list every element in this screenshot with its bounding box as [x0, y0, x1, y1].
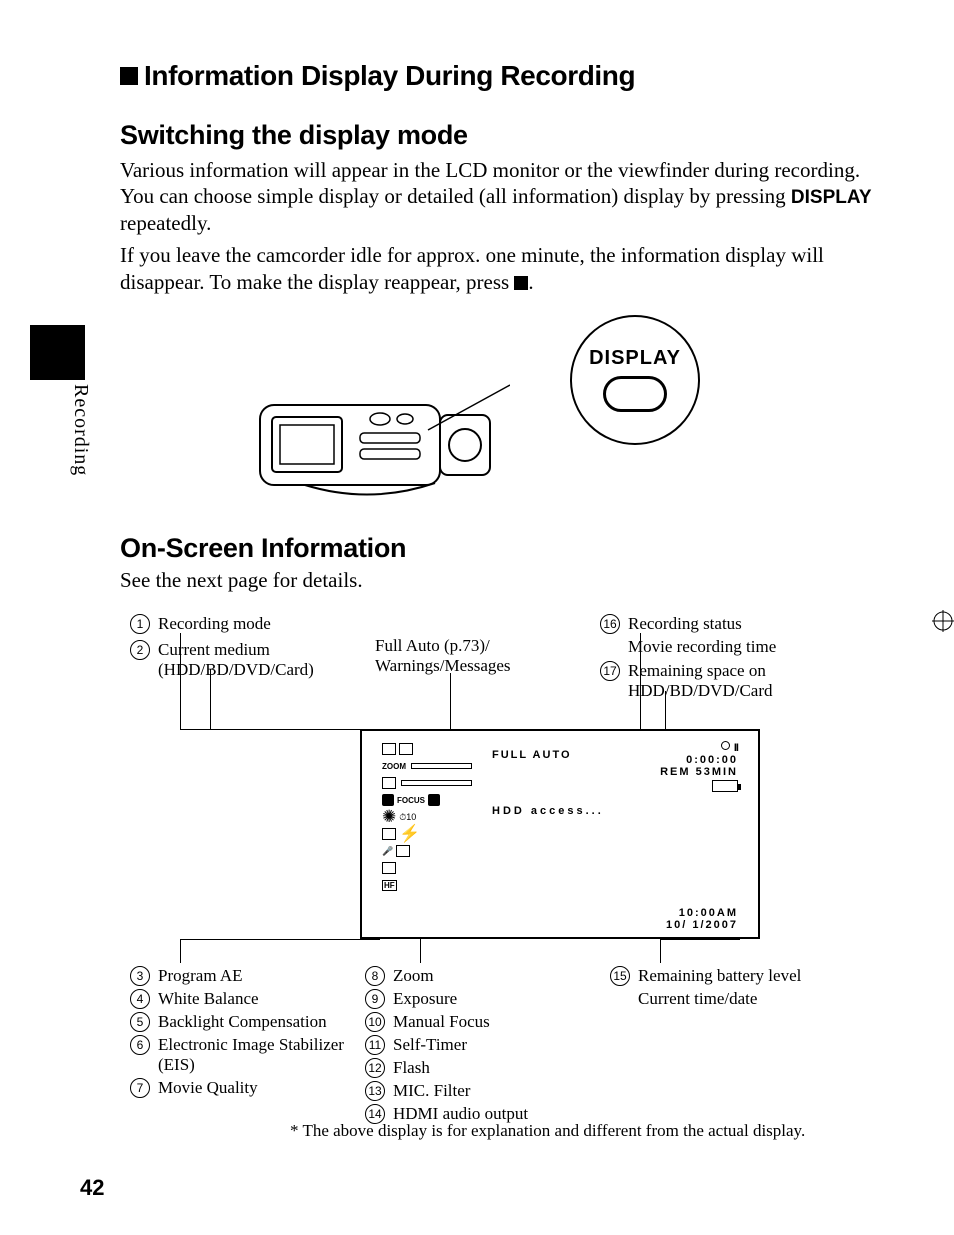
heading-main: Information Display During Recording	[120, 60, 880, 92]
callout-17-text: Remaining space on HDD/BD/DVD/Card	[628, 661, 850, 701]
callout-8-icon: 8	[365, 966, 385, 986]
camcorder-diagram: DISPLAY	[120, 315, 880, 515]
legend-bottom-left: 3 Program AE 4 White Balance 5 Backlight Co…	[130, 963, 350, 1101]
legend-top-right: 16Recording status Movie recording time …	[600, 611, 850, 704]
callout-13-text: MIC. Filter	[393, 1081, 470, 1101]
lcd-clock: 10:00AM	[666, 907, 738, 919]
callout-13-icon: 13	[365, 1081, 385, 1101]
lcd-date: 10/ 1/2007	[666, 919, 738, 931]
page-number: 42	[80, 1175, 104, 1201]
lcd-icon-stack: ZOOM FOCUS ✺⏱10 ⚡ 🎤 HF	[382, 741, 472, 894]
leader-line	[660, 939, 661, 963]
lcd-full-auto: FULL AUTO	[492, 749, 604, 761]
callout-12-text: Flash	[393, 1058, 430, 1078]
callout-3-text: Program AE	[158, 966, 243, 986]
paragraph-1: Various information will appear in the L…	[120, 157, 880, 236]
camcorder-icon	[250, 375, 510, 505]
callout-4-icon: 4	[130, 989, 150, 1009]
callout-6-icon: 6	[130, 1035, 150, 1055]
callout-2-icon: 2	[130, 640, 150, 660]
callout-17-icon: 17	[600, 661, 620, 681]
osd-note: See the next page for details.	[120, 568, 880, 593]
callout-11-text: Self-Timer	[393, 1035, 467, 1055]
callout-6-text: Electronic Image Stabilizer (EIS)	[158, 1035, 350, 1075]
callout-9-text: Exposure	[393, 989, 457, 1009]
leader-line	[450, 673, 451, 729]
callout-7-text: Movie Quality	[158, 1078, 258, 1098]
callout-16-text: Recording status	[628, 614, 742, 634]
callout-12-icon: 12	[365, 1058, 385, 1078]
callout-1-text: Recording mode	[158, 614, 271, 634]
callout-5-text: Backlight Compensation	[158, 1012, 327, 1032]
legend-bottom-mid: 8 Zoom 9 Exposure 10 Manual Focus 11 Self-Ti…	[365, 963, 585, 1127]
callout-15-icon: 15	[610, 966, 630, 986]
heading-main-text: Information Display During Recording	[144, 60, 635, 92]
osd-diagram: 1 Recording mode 2 Current medium (HDD/BD/…	[120, 611, 880, 1151]
display-button-callout: DISPLAY	[570, 315, 700, 445]
heading-osd: On-Screen Information	[120, 533, 880, 564]
callout-movietime-text: Movie recording time	[628, 637, 776, 657]
callout-2-text: Current medium (HDD/BD/DVD/Card)	[158, 640, 360, 680]
leader-line	[180, 939, 181, 963]
callout-11-icon: 11	[365, 1035, 385, 1055]
callout-10-text: Manual Focus	[393, 1012, 490, 1032]
callout-16-icon: 16	[600, 614, 620, 634]
leader-line	[210, 729, 360, 730]
callout-5-icon: 5	[130, 1012, 150, 1032]
callout-10-icon: 10	[365, 1012, 385, 1032]
lcd-screen-mock: ZOOM FOCUS ✺⏱10 ⚡ 🎤 HF FULL AUTO HDD acc…	[360, 729, 760, 939]
display-keyword: DISPLAY	[791, 187, 872, 208]
paragraph-2: If you leave the camcorder idle for appr…	[120, 242, 880, 295]
leader-line	[180, 939, 380, 940]
side-tab	[30, 325, 85, 380]
side-section-label: Recording	[69, 384, 92, 476]
lcd-remaining: REM 53MIN	[660, 766, 738, 778]
lcd-rec-status: II	[660, 741, 738, 754]
callout-3-icon: 3	[130, 966, 150, 986]
callout-8-text: Zoom	[393, 966, 434, 986]
callout-9-icon: 9	[365, 989, 385, 1009]
callout-15-text: Remaining battery level	[638, 966, 801, 986]
battery-icon	[712, 780, 738, 792]
legend-top-mid: Full Auto (p.73)/ Warnings/Messages	[375, 636, 575, 676]
lcd-hdd-access: HDD access...	[492, 805, 604, 817]
footnote: * The above display is for explanation a…	[290, 1121, 805, 1141]
legend-bottom-right: 15 Remaining battery level Current time/d…	[610, 963, 860, 1012]
lcd-counter: 0:00:00	[660, 754, 738, 766]
callout-7-icon: 7	[130, 1078, 150, 1098]
stop-icon	[514, 276, 528, 290]
heading-switching: Switching the display mode	[120, 120, 880, 151]
callout-datetime-text: Current time/date	[638, 989, 757, 1009]
legend-top-left: 1 Recording mode 2 Current medium (HDD/BD/…	[130, 611, 360, 683]
callout-fullauto-text: Full Auto (p.73)/ Warnings/Messages	[375, 636, 511, 675]
display-button-label: DISPLAY	[589, 347, 681, 370]
crop-mark-icon	[932, 610, 954, 632]
callout-1-icon: 1	[130, 614, 150, 634]
leader-line	[660, 939, 740, 940]
display-button-icon	[603, 376, 667, 412]
record-indicator-icon	[721, 741, 730, 750]
callout-4-text: White Balance	[158, 989, 259, 1009]
square-bullet-icon	[120, 67, 138, 85]
leader-line	[420, 939, 421, 963]
